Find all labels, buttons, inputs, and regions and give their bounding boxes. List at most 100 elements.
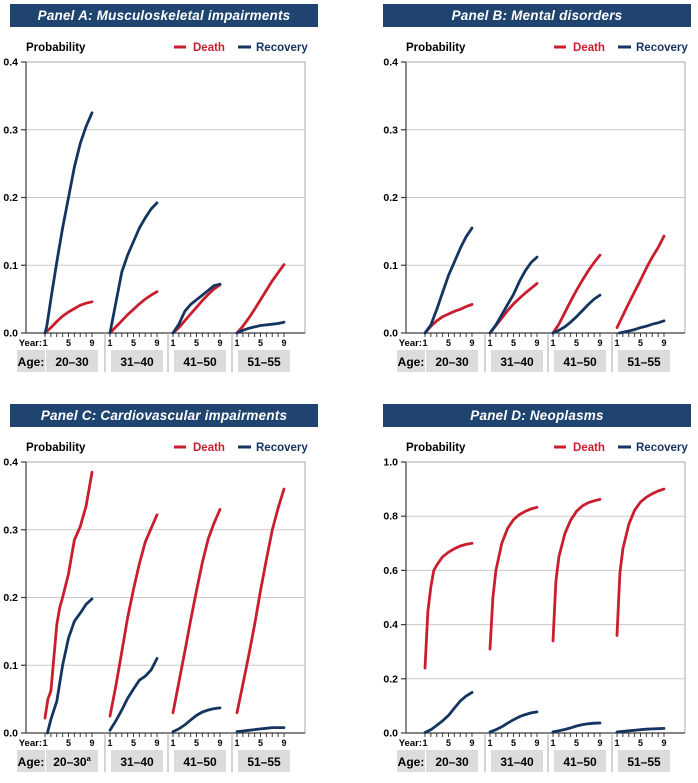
year-tick-label: 9	[469, 738, 474, 748]
legend-recovery-label: Recovery	[256, 442, 308, 454]
panel-d-recovery-curve	[615, 726, 666, 734]
age-group-label: 31–40	[500, 755, 534, 769]
y-tick-label: 0.4	[3, 457, 18, 469]
year-tick-label: 5	[66, 738, 71, 748]
year-tick-label: 9	[597, 738, 602, 748]
panel-a-death-curve	[43, 300, 94, 335]
age-prefix-box	[17, 350, 45, 372]
y-axis-title: Probability	[26, 442, 86, 454]
y-tick-label: 0.2	[383, 673, 398, 685]
y-tick-label: 0.3	[3, 124, 18, 136]
panel-b-recovery-curve	[488, 255, 539, 335]
year-tick-label: 1	[107, 738, 112, 748]
y-tick-label: 0.0	[383, 728, 398, 740]
y-tick-label: 0.1	[3, 260, 18, 272]
panel-b-death-curve	[423, 303, 474, 335]
year-tick-label: 5	[131, 738, 136, 748]
y-axis-title: Probability	[406, 442, 466, 454]
legend-death-label: Death	[193, 42, 225, 54]
panel-a-death-curve	[171, 283, 222, 335]
panel-d-recovery-curve	[423, 690, 474, 734]
age-group-box	[111, 750, 163, 772]
panel-d-death-curve	[615, 487, 666, 637]
panel-d-chart: Probability Death Recovery 0.0 0.2 0.4 0.6 0.8 1…	[383, 442, 688, 772]
panel-c-recovery-curve	[235, 726, 286, 734]
year-tick-label: 9	[281, 338, 286, 348]
year-tick-label: 9	[154, 738, 159, 748]
year-tick-label: 5	[446, 738, 451, 748]
age-group-label: 51–55	[247, 755, 281, 769]
year-tick-label: 5	[131, 338, 136, 348]
age-group-box	[111, 350, 163, 372]
age-group-box	[46, 350, 98, 372]
year-tick-label: 1	[422, 738, 427, 748]
age-group-label: 41–50	[183, 755, 217, 769]
age-group-label: 51–55	[627, 755, 661, 769]
age-group-box	[618, 350, 670, 372]
age-group-label: 20–30	[55, 355, 89, 369]
age-group-label: 41–50	[183, 355, 217, 369]
year-tick-label: 5	[194, 338, 199, 348]
year-tick-label: 5	[638, 738, 643, 748]
age-group-label: 41–50	[563, 755, 597, 769]
age-prefix-box	[397, 350, 425, 372]
legend-recovery-label: Recovery	[636, 442, 688, 454]
age-group-box	[174, 750, 226, 772]
age-group-box	[554, 750, 606, 772]
panel-c-death-curve	[171, 508, 222, 715]
panel-d-header: Panel D: Neoplasms	[383, 404, 691, 427]
panel-a-chart: Probability Death Recovery 0.0 0.1 0.2 0.3 0.4 Y…	[3, 42, 308, 372]
year-tick-label: 5	[511, 738, 516, 748]
age-group-label: 41–50	[563, 355, 597, 369]
age-group-label: 51–55	[627, 355, 661, 369]
year-tick-label: 9	[597, 338, 602, 348]
panel-a-death-curve	[235, 263, 286, 335]
year-axis-prefix: Year:	[19, 338, 42, 349]
panel-a-recovery-curve	[43, 111, 94, 335]
age-group-box	[46, 750, 98, 772]
panel-a-title: Panel A: Musculoskeletal impairments	[37, 8, 291, 23]
panel-b-header: Panel B: Mental disorders	[383, 4, 691, 27]
y-tick-label: 0.8	[383, 511, 398, 523]
panel-a-recovery-curve	[171, 282, 222, 335]
year-tick-label: 9	[154, 338, 159, 348]
year-tick-label: 5	[574, 338, 579, 348]
panel-c-title: Panel C: Cardiovascular impairments	[40, 408, 288, 423]
panel-d-death-curve	[551, 498, 602, 643]
y-tick-label: 0.1	[3, 660, 18, 672]
panel-c-recovery-curve	[171, 706, 222, 734]
year-tick-label: 9	[89, 338, 94, 348]
panel-b-recovery-curve	[551, 293, 602, 335]
year-axis-prefix: Year:	[399, 738, 422, 749]
year-tick-label: 1	[170, 738, 175, 748]
panel-b-recovery-curve	[423, 226, 474, 335]
year-tick-label: 9	[534, 738, 539, 748]
age-group-label: 20–30	[435, 355, 469, 369]
year-tick-label: 1	[614, 338, 619, 348]
panel-b-title: Panel B: Mental disorders	[451, 8, 623, 23]
y-tick-label: 0.1	[383, 260, 398, 272]
panel-c-recovery-curve	[108, 657, 159, 732]
y-tick-label: 0.0	[3, 328, 18, 340]
age-group-label: 31–40	[500, 355, 534, 369]
year-tick-label: 9	[281, 738, 286, 748]
panel-d: Panel D: Neoplasms Probability Death Recov…	[349, 400, 698, 783]
year-tick-label: 1	[487, 338, 492, 348]
age-group-box	[426, 750, 478, 772]
year-tick-label: 9	[661, 738, 666, 748]
age-axis-prefix: Age:	[18, 755, 45, 769]
panel-b-death-curve	[551, 253, 602, 335]
year-tick-label: 1	[170, 338, 175, 348]
age-group-box	[554, 350, 606, 372]
year-tick-label: 5	[446, 338, 451, 348]
y-tick-label: 1.0	[383, 457, 398, 469]
legend-death-label: Death	[573, 42, 605, 54]
panel-a: Panel A: Musculoskeletal impairments Pro…	[0, 0, 349, 400]
panel-c-death-curve	[43, 470, 94, 720]
year-tick-label: 1	[234, 338, 239, 348]
year-tick-label: 1	[234, 738, 239, 748]
year-tick-label: 5	[66, 338, 71, 348]
panel-c-death-curve	[235, 487, 286, 715]
y-tick-label: 0.3	[3, 524, 18, 536]
